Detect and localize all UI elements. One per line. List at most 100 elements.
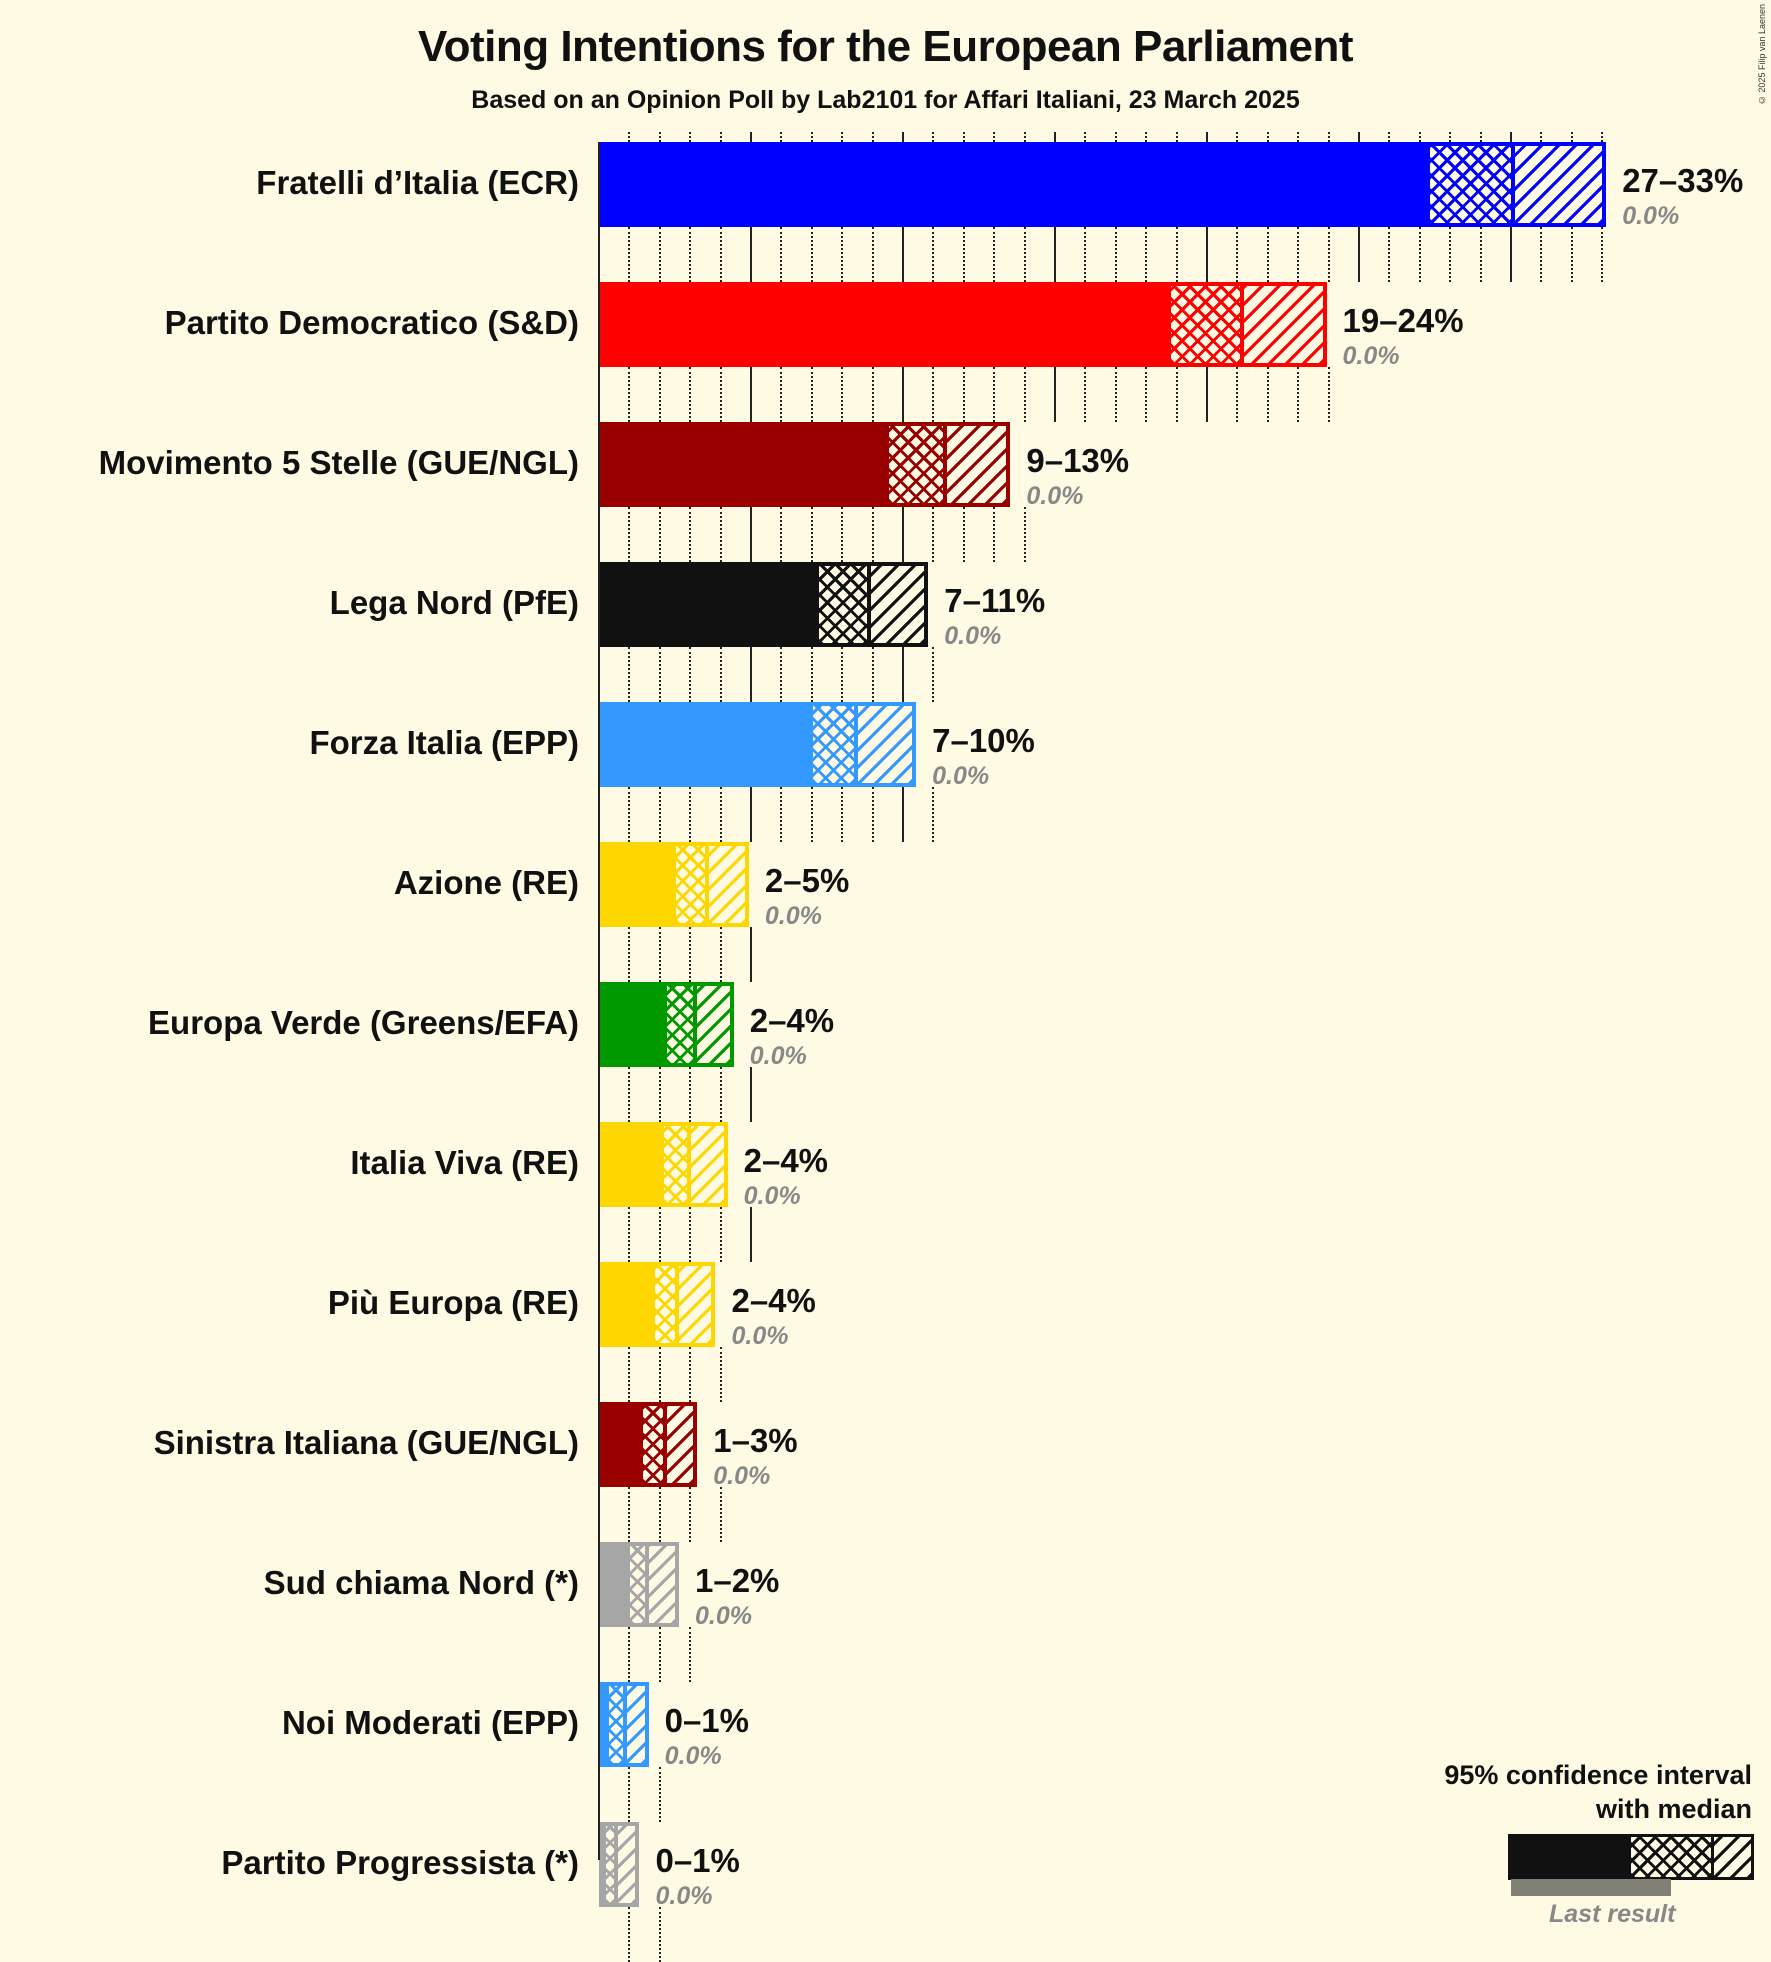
gridline [1175,132,1178,142]
gridline [810,367,813,422]
gridline [962,507,965,562]
bar-ci-lower-segment [630,1546,649,1623]
gridline [1084,227,1087,282]
gridline [1114,227,1117,282]
gridline [658,227,661,282]
gridline [1023,367,1026,422]
bar-solid-segment [599,562,819,647]
gridline [1510,227,1512,282]
gridline [1297,367,1300,422]
party-label: Partito Democratico (S&D) [164,304,579,341]
party-bar [599,562,929,647]
gridline [810,787,813,842]
bar-ci-upper-segment [618,1826,636,1903]
gridline [658,1627,661,1682]
bar-solid-segment [599,702,813,787]
gridline [993,507,996,562]
gridline [628,927,631,982]
bar-solid-segment [599,1822,607,1907]
gridline [1297,132,1300,142]
last-result-label: 0.0% [713,1462,771,1490]
gridline [780,367,783,422]
gridline [780,132,783,142]
gridline [1266,367,1269,422]
gridline [902,227,904,282]
gridline [1358,227,1360,282]
bar-ci-upper-segment [709,846,745,923]
bar-solid-segment [599,142,1430,227]
gridline [1206,132,1208,142]
bar-solid-segment [599,282,1172,367]
gridline [628,367,631,422]
party-bar [599,142,1607,227]
range-label: 0–1% [664,1702,749,1739]
last-result-label: 0.0% [1342,342,1400,370]
legend-last-result-label: Last result [1549,1900,1676,1928]
gridline [719,647,722,702]
gridline [1175,367,1178,422]
gridline [628,1207,631,1262]
gridline [1084,367,1087,422]
gridline [658,1347,661,1402]
legend-swatch [1508,1834,1754,1880]
gridline [902,787,904,842]
legend-title-line2: with median [1595,1794,1752,1824]
gridline [750,927,752,982]
gridline [932,227,935,282]
gridline [628,227,631,282]
last-result-label: 0.0% [932,762,990,790]
party-bar [599,1542,679,1627]
gridline [658,1767,661,1822]
gridline [1358,132,1360,142]
gridline [1327,132,1330,142]
gridline [658,927,661,982]
gridline [1540,132,1543,142]
range-label: 2–4% [743,1142,829,1179]
gridline [750,1207,752,1262]
gridline [841,507,844,562]
gridline [719,132,722,142]
gridline [962,367,965,422]
range-label: 2–4% [749,1002,835,1039]
gridline [719,227,722,282]
gridline [1206,367,1208,422]
gridline [810,227,813,282]
gridline [1114,132,1117,142]
gridline [658,132,661,142]
gridline [628,1067,631,1122]
bar-solid-segment [599,1542,631,1627]
party-bar [599,1822,640,1907]
gridline [1327,367,1330,422]
last-result-label: 0.0% [743,1182,801,1210]
bar-ci-lower-segment [642,1406,667,1483]
bar-solid-segment [599,1682,610,1767]
range-label: 2–4% [731,1282,816,1319]
gridline [689,787,692,842]
chart-title: Voting Intentions for the European Parli… [418,22,1353,71]
range-label: 7–10% [932,722,1035,759]
range-label: 7–11% [944,582,1046,619]
bar-ci-lower-segment [812,706,859,783]
gridline [1236,367,1239,422]
gridline [750,367,752,422]
gridline [1145,132,1148,142]
gridline [689,1347,692,1402]
gridline [658,367,661,422]
bar-ci-lower-segment [1429,146,1515,223]
party-label: Partito Progressista (*) [221,1844,579,1881]
bar-ci-lower-segment [663,1126,692,1203]
gridline [658,507,661,562]
party-bar [599,422,1011,507]
gridline [658,1907,661,1962]
gridline [719,787,722,842]
bar-ci-upper-segment [627,1686,645,1763]
gridline [628,1347,631,1402]
gridline [628,507,631,562]
gridline [750,787,752,842]
gridline [810,647,813,702]
gridline [1054,132,1056,142]
bar-ci-upper-segment [691,1126,724,1203]
gridline [750,227,752,282]
bar-solid-segment [599,422,889,507]
gridline [1054,367,1056,422]
